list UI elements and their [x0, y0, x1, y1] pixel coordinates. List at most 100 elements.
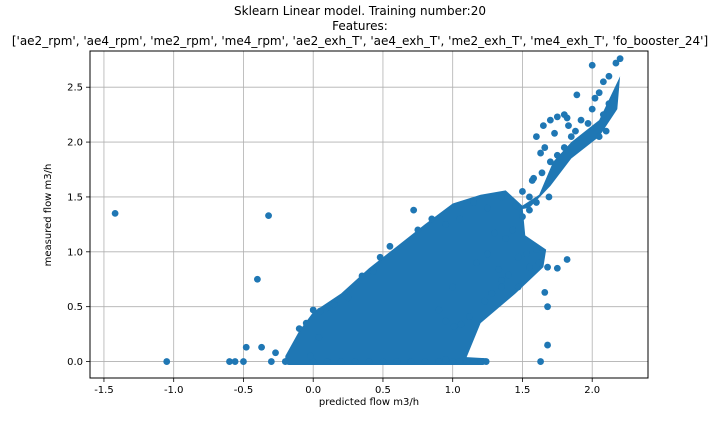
data-point: [605, 72, 613, 80]
data-point: [533, 246, 540, 254]
y-tick-label: 2.0: [67, 138, 83, 149]
data-point: [421, 358, 429, 365]
data-point: [281, 358, 289, 365]
data-point: [528, 177, 536, 184]
data-point: [551, 129, 558, 137]
data-point: [466, 313, 473, 320]
data-point: [442, 355, 450, 363]
data-point: [567, 133, 575, 140]
data-point: [272, 349, 279, 357]
data-point: [315, 333, 323, 341]
data-point: [526, 206, 533, 214]
data-point: [309, 358, 317, 365]
data-point: [512, 202, 519, 210]
data-point: [407, 358, 415, 365]
data-point: [514, 253, 522, 261]
y-tick-label: 1.5: [67, 192, 83, 203]
data-point: [309, 306, 317, 314]
data-point: [231, 358, 239, 365]
data-point: [254, 275, 261, 283]
data-point: [449, 283, 457, 291]
data-point: [295, 325, 303, 333]
data-point: [588, 61, 596, 69]
x-tick-label: 2.0: [584, 385, 600, 396]
y-axis-label: measured flow m3/h: [43, 163, 54, 267]
data-point: [163, 358, 171, 365]
data-point: [323, 304, 331, 312]
data-point: [577, 116, 585, 124]
data-point: [565, 122, 572, 130]
data-point: [435, 358, 443, 365]
data-point: [612, 59, 620, 67]
data-point: [481, 297, 489, 305]
data-point: [544, 341, 551, 349]
data-point: [602, 127, 610, 135]
data-point: [541, 289, 549, 296]
data-point: [572, 127, 579, 135]
data-point: [428, 215, 436, 223]
data-point: [477, 358, 484, 365]
data-point: [514, 283, 522, 291]
data-point: [526, 193, 533, 201]
data-point: [560, 144, 568, 151]
y-tick-label: 0.0: [67, 357, 83, 368]
data-point: [595, 133, 603, 140]
data-point: [386, 242, 394, 250]
data-point: [484, 250, 491, 258]
data-point: [307, 352, 314, 360]
data-point: [539, 122, 547, 130]
data-point: [537, 149, 544, 157]
data-point: [509, 226, 517, 234]
x-tick-label: -1.5: [94, 385, 114, 396]
data-point: [519, 188, 526, 195]
data-point: [584, 120, 592, 127]
data-point: [573, 91, 581, 99]
data-point: [226, 358, 233, 365]
x-axis-label: predicted flow m3/h: [318, 397, 420, 408]
data-point: [609, 96, 617, 104]
data-point: [240, 358, 247, 365]
chart-title: Sklearn Linear model. Training number:20: [234, 4, 486, 18]
x-axis-ticks: -1.5 -1.0 -0.5 0.0 0.5 1.0 1.5 2.0: [94, 378, 600, 396]
data-point: [456, 215, 464, 223]
data-point: [544, 263, 551, 271]
data-point: [265, 212, 272, 219]
x-tick-label: -0.5: [234, 385, 254, 396]
data-point: [595, 89, 603, 97]
data-point: [344, 294, 352, 302]
data-point: [482, 358, 490, 365]
data-point: [258, 343, 265, 351]
data-point: [495, 265, 503, 273]
data-point: [351, 358, 359, 365]
data-point: [323, 358, 331, 365]
data-point: [538, 169, 546, 177]
data-point: [302, 319, 310, 327]
chart-subtitle: Features:: [332, 19, 388, 33]
data-point: [553, 151, 561, 159]
data-point: [457, 320, 465, 328]
data-point: [553, 264, 561, 272]
data-point: [484, 204, 491, 212]
data-point: [591, 94, 599, 102]
data-point: [435, 306, 443, 314]
data-point: [546, 158, 554, 166]
dense-point-cluster: [285, 190, 547, 364]
data-point: [414, 226, 422, 234]
data-point: [498, 283, 505, 291]
data-point: [553, 113, 561, 121]
data-point: [545, 193, 553, 201]
data-point: [111, 210, 119, 217]
data-point: [599, 78, 607, 86]
x-tick-label: 0.5: [375, 385, 391, 396]
data-points: [111, 55, 624, 366]
data-point: [544, 303, 551, 311]
data-point: [498, 276, 505, 284]
data-point: [376, 253, 384, 261]
data-point: [369, 268, 377, 275]
data-point: [526, 263, 533, 271]
data-point: [533, 133, 540, 140]
data-point: [519, 213, 526, 221]
data-point: [379, 358, 387, 365]
data-point: [599, 111, 607, 119]
